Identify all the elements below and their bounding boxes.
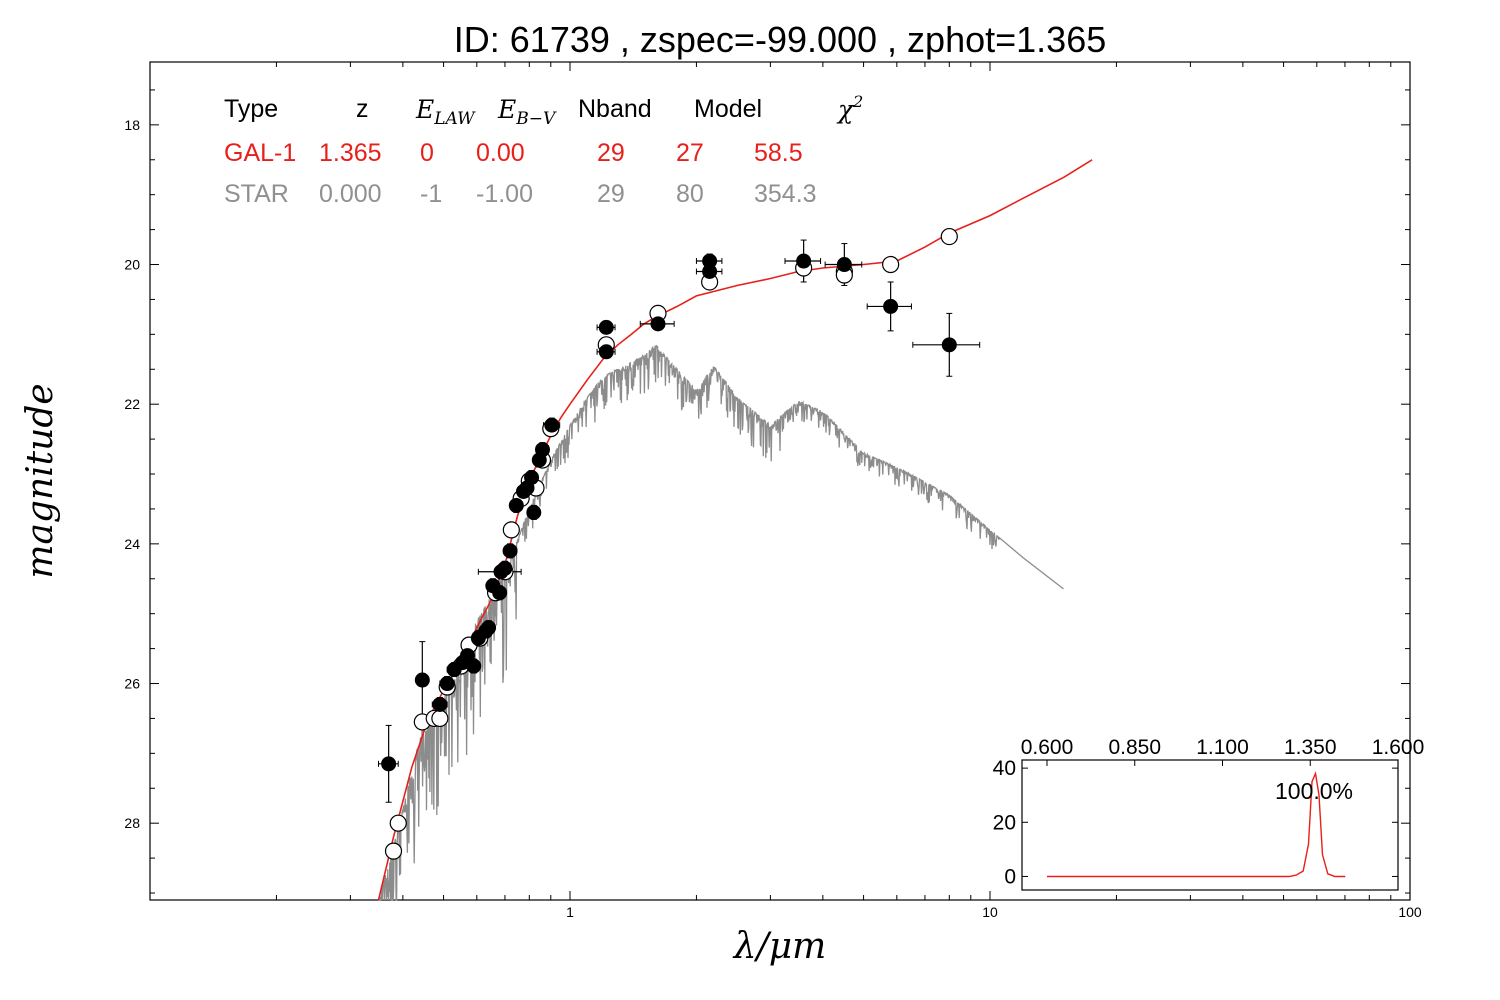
table-cell-gal-1: 27 (676, 139, 704, 167)
observed-point (492, 585, 508, 601)
pdz-inset: 0.600 0.850 1.100 1.350 1.600 0 20 40 100.0% (993, 736, 1425, 891)
y-tick-label: 20 (124, 257, 140, 273)
table-cell-star: 29 (597, 180, 625, 208)
y-tick-label: 26 (124, 676, 140, 692)
y-tick-label: 18 (124, 117, 140, 133)
observed-point (941, 337, 957, 353)
table-cell-gal-1: GAL-1 (224, 139, 296, 167)
table-header-nband: Nband (578, 95, 652, 123)
model-magnitude-point (940, 227, 958, 246)
table-cell-star: 80 (676, 180, 704, 208)
table-cell-star: -1.00 (476, 180, 533, 208)
table-header-z: z (356, 95, 369, 123)
inset-y-tick-label: 40 (993, 757, 1016, 780)
observed-point (598, 344, 614, 360)
observed-points-layer (378, 239, 981, 803)
x-tick-label: 1 (566, 904, 574, 920)
table-cell-star: -1 (420, 180, 442, 208)
x-axis-label: λ/μm (732, 926, 826, 967)
fit-summary-table: Type z ELAW EB−V Nband Model χ2 GAL-1 1.3… (224, 92, 863, 208)
observed-point (598, 319, 614, 335)
galaxy-model-curve (377, 159, 1093, 901)
observed-point (883, 298, 899, 314)
inset-x-tick-label: 1.100 (1196, 736, 1249, 759)
inset-x-tick-label: 1.350 (1284, 736, 1337, 759)
model-magnitude-point (389, 814, 407, 832)
observed-point (502, 543, 518, 559)
table-cell-star: 354.3 (754, 180, 817, 208)
table-cell-gal-1: 29 (597, 139, 625, 167)
observed-point (414, 672, 430, 688)
observed-point (534, 442, 550, 458)
model-magnitude-point (431, 709, 449, 728)
pdz-annotation: 100.0% (1275, 778, 1353, 804)
observed-point (524, 470, 540, 486)
inset-y-tick-label: 20 (993, 811, 1016, 834)
table-cell-star: STAR (224, 180, 289, 208)
main-plot-frame (149, 61, 1411, 901)
y-tick-labels: 18 20 22 24 26 28 (124, 117, 140, 831)
observed-point (796, 253, 812, 269)
observed-point (526, 504, 542, 520)
model-magnitudes-layer (381, 227, 958, 860)
observed-point (497, 560, 513, 576)
table-header-elaw: ELAW (415, 95, 476, 129)
y-tick-label: 22 (124, 396, 140, 412)
inset-y-tick-label: 0 (1004, 865, 1016, 888)
inset-x-tick-label: 1.600 (1372, 736, 1425, 759)
table-header-type: Type (224, 95, 278, 123)
y-tick-label: 28 (124, 815, 140, 831)
observed-point (481, 620, 497, 636)
main-axis-ticks (149, 62, 1411, 900)
star-template-curve (378, 344, 1064, 901)
y-axis-label: magnitude (20, 383, 61, 578)
table-rows: GAL-1 1.365 0 0.00 29 27 58.5 STAR 0.000 -1 -1.00 2… (224, 139, 817, 208)
observed-point (836, 257, 852, 273)
pdz-curve (1047, 771, 1346, 878)
x-tick-label: 100 (1398, 904, 1422, 920)
y-tick-label: 24 (124, 536, 140, 552)
observed-point (432, 696, 448, 712)
inset-tick-labels: 0.600 0.850 1.100 1.350 1.600 0 20 40 (993, 736, 1425, 888)
model-magnitude-point (502, 521, 520, 539)
inset-frame (1021, 759, 1399, 891)
table-cell-gal-1: 0 (420, 139, 434, 167)
table-cell-gal-1: 58.5 (754, 139, 803, 167)
table-header-model: Model (694, 95, 762, 123)
observed-point (439, 676, 455, 692)
model-magnitude-point (384, 842, 403, 860)
star-template-layer (378, 344, 1064, 901)
inset-x-tick-label: 0.850 (1108, 736, 1161, 759)
table-cell-gal-1: 1.365 (319, 139, 382, 167)
galaxy-template-layer (377, 159, 1093, 901)
inset-x-tick-label: 0.600 (1021, 736, 1074, 759)
observed-point (544, 417, 560, 433)
x-tick-label: 10 (982, 904, 998, 920)
observed-point (508, 497, 524, 513)
inset-axis-ticks (1022, 760, 1399, 877)
table-cell-gal-1: 0.00 (476, 139, 525, 167)
figure-title: ID: 61739 , zspec=-99.000 , zphot=1.365 (454, 19, 1106, 60)
observed-point (381, 756, 397, 772)
observed-point (702, 264, 718, 279)
table-cell-star: 0.000 (319, 180, 382, 208)
observed-point (466, 658, 482, 674)
table-header-ebv: EB−V (497, 95, 557, 129)
observed-point (650, 316, 666, 332)
model-magnitude-point (882, 255, 900, 274)
x-tick-labels: 1 10 100 (566, 904, 1422, 920)
table-header-chi2: χ2 (836, 92, 863, 124)
